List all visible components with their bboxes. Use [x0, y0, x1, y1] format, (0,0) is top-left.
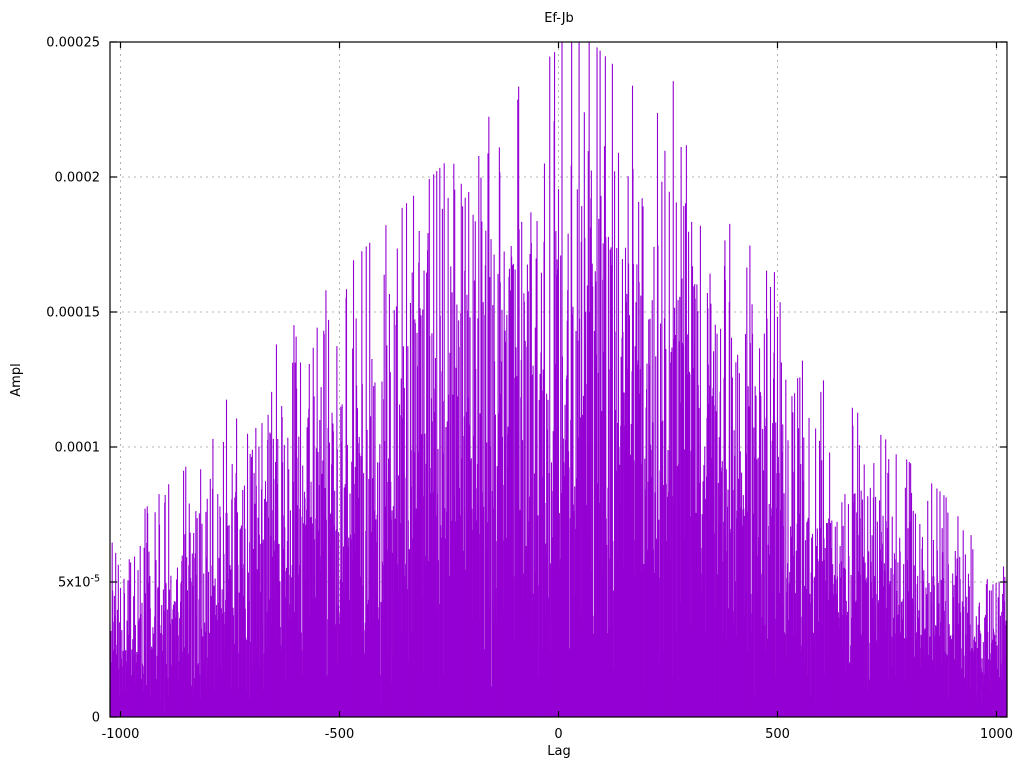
y-tick-label: 0: [92, 711, 100, 726]
y-tick-label: 0.0002: [55, 171, 101, 186]
x-tick-label: -500: [325, 727, 355, 742]
data-series-impulses: [109, 42, 1008, 717]
y-tick-label: 0.00025: [46, 36, 100, 51]
y-axis-label: Ampl: [9, 363, 24, 396]
y-tick-label: 0.00015: [46, 306, 100, 321]
x-tick-label: 0: [554, 727, 562, 742]
x-tick-label: -1000: [102, 727, 140, 742]
x-tick-label: 1000: [980, 727, 1013, 742]
x-axis-tick-labels: -1000 -500 0 500 1000: [102, 727, 1013, 742]
x-tick-label: 500: [765, 727, 790, 742]
axis-ticks: [110, 41, 1007, 718]
y-tick-label: 5x10-5: [58, 574, 100, 591]
y-axis-tick-labels: 0 5x10-5 0.0001 0.00015 0.0002 0.00025: [46, 36, 100, 726]
page-title: Ef-Jb: [544, 11, 574, 26]
x-axis-label: Lag: [547, 744, 570, 759]
y-tick-label: 0.0001: [55, 441, 101, 456]
